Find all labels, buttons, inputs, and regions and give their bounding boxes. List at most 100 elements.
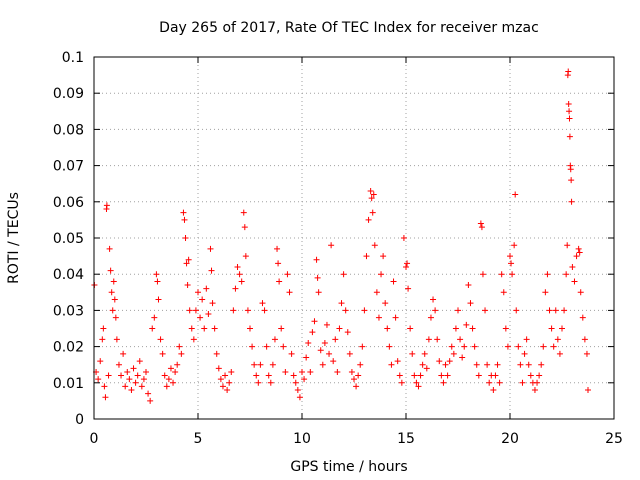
data-point: [502, 325, 509, 332]
data-point: [542, 289, 549, 296]
data-point: [407, 325, 414, 332]
data-point: [494, 361, 501, 368]
data-point: [257, 361, 264, 368]
y-tick-label: 0.08: [53, 122, 84, 138]
data-point: [403, 263, 409, 270]
data-point: [478, 224, 485, 231]
data-point: [118, 372, 125, 379]
data-point: [384, 325, 391, 332]
data-point: [365, 216, 372, 223]
data-point: [99, 336, 106, 343]
data-point: [263, 343, 270, 350]
data-point: [276, 278, 283, 285]
data-point: [197, 314, 204, 321]
data-point: [554, 336, 561, 343]
data-point: [430, 296, 437, 303]
data-point: [563, 271, 570, 278]
data-point: [217, 376, 224, 383]
data-point: [515, 343, 522, 350]
data-point: [134, 372, 141, 379]
data-point: [475, 372, 482, 379]
data-point: [471, 343, 478, 350]
y-tick-label: 0.07: [53, 159, 84, 175]
data-point: [253, 372, 260, 379]
data-point: [390, 278, 397, 285]
data-point: [269, 361, 276, 368]
data-point: [317, 347, 324, 354]
data-point: [348, 368, 355, 375]
data-point: [240, 209, 247, 216]
data-point: [330, 358, 337, 365]
data-point: [523, 336, 530, 343]
data-point: [566, 133, 573, 140]
data-point: [282, 368, 289, 375]
data-point: [423, 365, 430, 372]
data-point: [321, 339, 328, 346]
data-point: [185, 256, 192, 263]
data-point: [97, 358, 104, 365]
data-point: [323, 321, 330, 328]
data-point: [130, 365, 137, 372]
data-point: [238, 278, 245, 285]
chart-title: Day 265 of 2017, Rate Of TEC Index for r…: [159, 20, 539, 36]
data-point: [203, 285, 210, 292]
data-point: [507, 253, 513, 260]
data-point: [559, 325, 565, 332]
data-point: [319, 361, 326, 368]
data-point: [102, 394, 109, 401]
data-point: [107, 267, 114, 274]
data-point: [496, 379, 503, 386]
data-point: [421, 350, 428, 357]
data-point: [446, 358, 453, 365]
data-point: [357, 361, 364, 368]
data-point: [294, 387, 301, 394]
data-point: [184, 282, 191, 289]
data-point: [110, 278, 117, 285]
data-point: [415, 383, 422, 390]
y-tick-label: 0: [75, 412, 84, 428]
data-point: [161, 372, 168, 379]
data-point: [346, 350, 353, 357]
data-point: [251, 361, 258, 368]
data-point: [242, 253, 249, 260]
y-tick-label: 0.1: [62, 50, 84, 66]
data-point: [465, 282, 472, 289]
data-point: [275, 260, 282, 267]
data-point: [230, 307, 237, 314]
data-point: [398, 379, 405, 386]
data-point: [143, 368, 149, 375]
data-point: [519, 379, 526, 386]
data-point: [311, 318, 318, 325]
data-point: [103, 202, 110, 209]
data-point: [145, 390, 152, 397]
x-tick-label: 20: [501, 431, 519, 447]
data-point: [444, 372, 451, 379]
data-point: [508, 260, 515, 267]
data-point: [109, 307, 116, 314]
data-point: [509, 271, 516, 278]
data-point: [244, 307, 251, 314]
data-point: [363, 253, 370, 260]
x-tick-label: 15: [397, 431, 415, 447]
data-point: [336, 325, 343, 332]
data-point: [344, 329, 351, 336]
data-point: [195, 289, 201, 296]
data-point: [151, 314, 158, 321]
data-point: [124, 368, 131, 375]
data-points: [91, 68, 591, 404]
data-point: [163, 383, 170, 390]
data-point: [546, 307, 553, 314]
data-point: [378, 271, 385, 278]
data-point: [459, 354, 466, 361]
y-tick-label: 0.06: [53, 195, 84, 211]
data-point: [299, 368, 305, 375]
data-point: [512, 191, 519, 198]
data-point: [571, 278, 578, 285]
x-tick-label: 5: [194, 431, 203, 447]
y-tick-label: 0.01: [53, 376, 84, 392]
data-point: [442, 361, 449, 368]
data-point: [521, 350, 528, 357]
data-point: [115, 361, 122, 368]
data-point: [136, 358, 143, 365]
x-axis-label: GPS time / hours: [290, 459, 407, 475]
